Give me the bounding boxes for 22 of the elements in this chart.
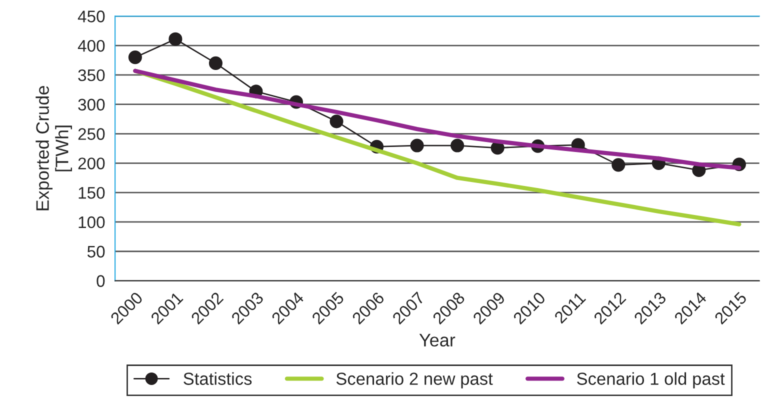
y-tick-label: 150: [78, 186, 105, 199]
legend-label: Scenario 2 new past: [336, 372, 493, 388]
y-tick-label: 0: [96, 275, 105, 287]
y-axis-title: Exported Crude [TWh]: [36, 86, 72, 210]
point: [612, 158, 626, 172]
x-axis-title: Year: [419, 334, 456, 347]
y-tick-label: 100: [78, 216, 105, 228]
point: [450, 138, 464, 152]
y-tick-label: 300: [78, 98, 105, 111]
legend-label: Statistics: [184, 372, 252, 385]
legend-label: Scenario 1 old past: [577, 372, 725, 388]
y-tick-label: 250: [78, 128, 105, 140]
y-tick-label: 350: [78, 69, 105, 82]
y-tick-label: 450: [78, 10, 105, 22]
point: [208, 56, 222, 70]
point: [410, 138, 424, 152]
y-tick-label: 200: [78, 158, 105, 170]
point: [128, 50, 142, 64]
y-tick-label: 50: [87, 246, 105, 258]
point: [168, 32, 182, 46]
y-tick-label: 400: [78, 40, 105, 52]
point: [330, 114, 344, 128]
